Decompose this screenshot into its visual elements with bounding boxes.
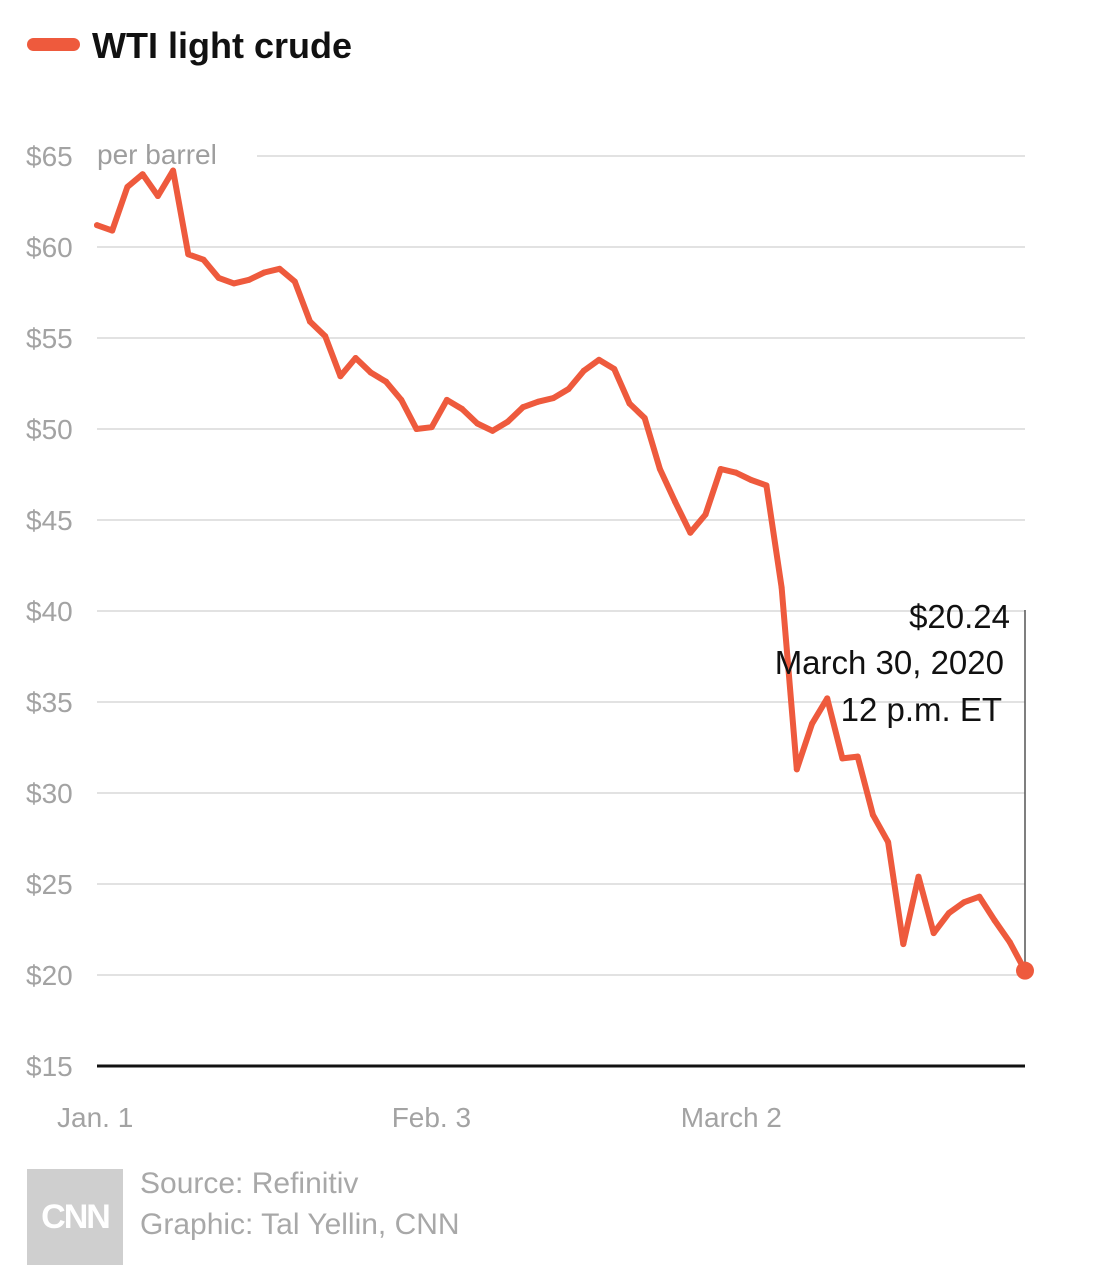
- data-point: [139, 171, 146, 178]
- data-point: [687, 529, 694, 536]
- annotation-line: $20.24: [909, 598, 1010, 635]
- data-point: [824, 695, 831, 702]
- y-tick-label: $55: [26, 323, 73, 354]
- data-point: [596, 356, 603, 363]
- data-point: [626, 400, 633, 407]
- data-point: [702, 511, 709, 518]
- data-point: [459, 405, 466, 412]
- data-point: [261, 269, 268, 276]
- footer: CNN Source: Refinitiv Graphic: Tal Yelli…: [0, 1165, 1109, 1265]
- data-point: [322, 333, 329, 340]
- data-point: [611, 365, 618, 372]
- graphic-credit: Graphic: Tal Yellin, CNN: [140, 1208, 460, 1241]
- data-point: [991, 917, 998, 924]
- data-point: [580, 367, 587, 374]
- data-point: [763, 482, 770, 489]
- last-price-dot: [1016, 961, 1034, 980]
- data-point: [976, 893, 983, 900]
- source-credit: Source: Refinitiv: [140, 1167, 359, 1200]
- gridlines: [97, 155, 1025, 1068]
- data-point: [474, 420, 481, 427]
- wti-chart: WTI light crude $15 $20 $25 $30 $35 $40 $45 $50…: [26, 25, 1034, 1133]
- data-point: [656, 466, 663, 473]
- y-tick-label: $40: [26, 596, 73, 627]
- data-point: [565, 385, 572, 392]
- data-point: [291, 278, 298, 285]
- annotation-line: March 30, 2020: [775, 644, 1004, 681]
- data-point: [748, 476, 755, 483]
- data-point: [367, 369, 374, 376]
- data-point: [109, 227, 116, 234]
- data-point: [443, 396, 450, 403]
- data-point: [885, 839, 892, 846]
- x-tick-labels: Jan. 1 Feb. 3 March 2: [57, 1102, 782, 1133]
- x-tick-label: Jan. 1: [57, 1102, 133, 1133]
- y-tick-labels: $15 $20 $25 $30 $35 $40 $45 $50 $55 $60 $65: [26, 141, 73, 1082]
- y-tick-label: $60: [26, 232, 73, 263]
- data-point: [489, 427, 496, 434]
- x-tick-label: Feb. 3: [392, 1102, 471, 1133]
- data-point: [961, 899, 968, 906]
- price-annotation: $20.24 March 30, 2020 12 p.m. ET: [775, 598, 1034, 980]
- data-point: [398, 396, 405, 403]
- data-point: [1006, 939, 1013, 946]
- data-point: [200, 256, 207, 263]
- x-tick-label: March 2: [681, 1102, 782, 1133]
- data-point: [428, 424, 435, 431]
- data-point: [672, 498, 679, 505]
- data-point: [215, 274, 222, 281]
- cnn-logo-text: CNN: [41, 1197, 111, 1236]
- y-tick-label: $35: [26, 687, 73, 718]
- annotation-line: 12 p.m. ET: [841, 691, 1002, 728]
- data-point: [519, 404, 526, 411]
- y-tick-label: $65: [26, 141, 73, 172]
- data-point: [641, 415, 648, 422]
- y-tick-label: $15: [26, 1051, 73, 1082]
- data-point: [413, 426, 420, 432]
- data-point: [337, 373, 344, 380]
- data-point: [185, 251, 192, 258]
- data-point: [793, 766, 800, 773]
- data-point: [778, 584, 785, 591]
- y-tick-label: $20: [26, 960, 73, 991]
- data-point: [717, 466, 724, 473]
- data-point: [869, 811, 876, 818]
- y-tick-label: $30: [26, 778, 73, 809]
- data-point: [809, 720, 816, 727]
- y-tick-label: $25: [26, 869, 73, 900]
- data-point: [124, 183, 131, 190]
- data-point: [154, 193, 161, 200]
- data-point: [839, 755, 846, 762]
- data-point: [383, 378, 390, 385]
- data-point: [535, 398, 542, 405]
- data-point: [915, 873, 922, 880]
- data-point: [854, 753, 861, 760]
- legend-swatch: [27, 38, 80, 51]
- unit-label: per barrel: [97, 139, 217, 170]
- legend: WTI light crude: [27, 25, 352, 66]
- legend-label: WTI light crude: [92, 25, 352, 66]
- data-point: [732, 469, 739, 476]
- wti-price-line: [94, 167, 1028, 974]
- data-point: [352, 355, 359, 362]
- data-point: [550, 395, 557, 402]
- series-layer: [94, 167, 1028, 974]
- data-point: [276, 265, 283, 272]
- y-tick-label: $50: [26, 414, 73, 445]
- cnn-logo: CNN: [27, 1169, 123, 1265]
- data-point: [306, 318, 313, 325]
- data-point: [94, 222, 100, 229]
- data-point: [900, 941, 907, 948]
- data-point: [945, 910, 952, 917]
- data-point: [170, 167, 177, 174]
- data-point: [230, 280, 237, 287]
- data-point: [930, 930, 937, 937]
- data-point: [504, 418, 511, 425]
- data-point: [246, 276, 253, 283]
- y-tick-label: $45: [26, 505, 73, 536]
